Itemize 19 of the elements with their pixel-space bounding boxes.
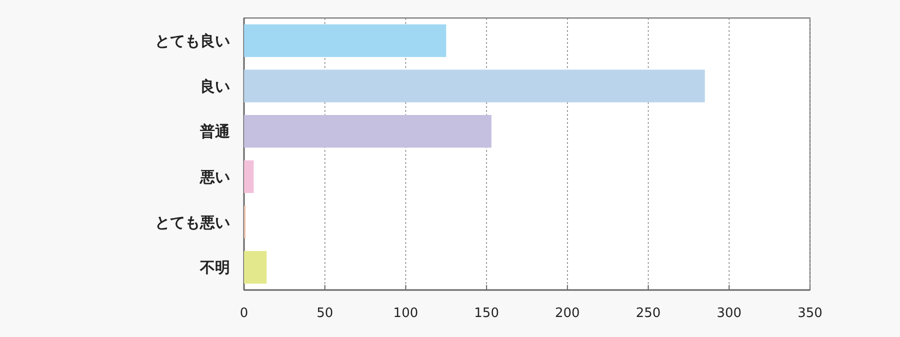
y-tick-label: 良い	[200, 77, 230, 96]
x-tick-label: 200	[555, 306, 580, 321]
x-tick-label: 50	[316, 306, 334, 321]
y-tick-label: とても良い	[155, 32, 230, 50]
y-tick-label: 普通	[199, 122, 231, 141]
y-tick-label: 不明	[199, 258, 230, 277]
x-tick-label: 100	[393, 306, 418, 321]
bar	[244, 160, 254, 193]
x-tick-label: 300	[716, 306, 742, 321]
y-tick-label: 悪い	[199, 168, 230, 186]
bar	[244, 70, 705, 102]
x-tick-label: 150	[474, 306, 499, 321]
x-tick-label: 250	[636, 306, 661, 321]
x-tick-label: 0	[240, 306, 248, 321]
bar	[244, 24, 446, 57]
x-tick-label: 350	[798, 306, 822, 321]
bar	[244, 115, 492, 148]
bar	[244, 251, 267, 284]
y-tick-label: とても悪い	[155, 213, 230, 232]
